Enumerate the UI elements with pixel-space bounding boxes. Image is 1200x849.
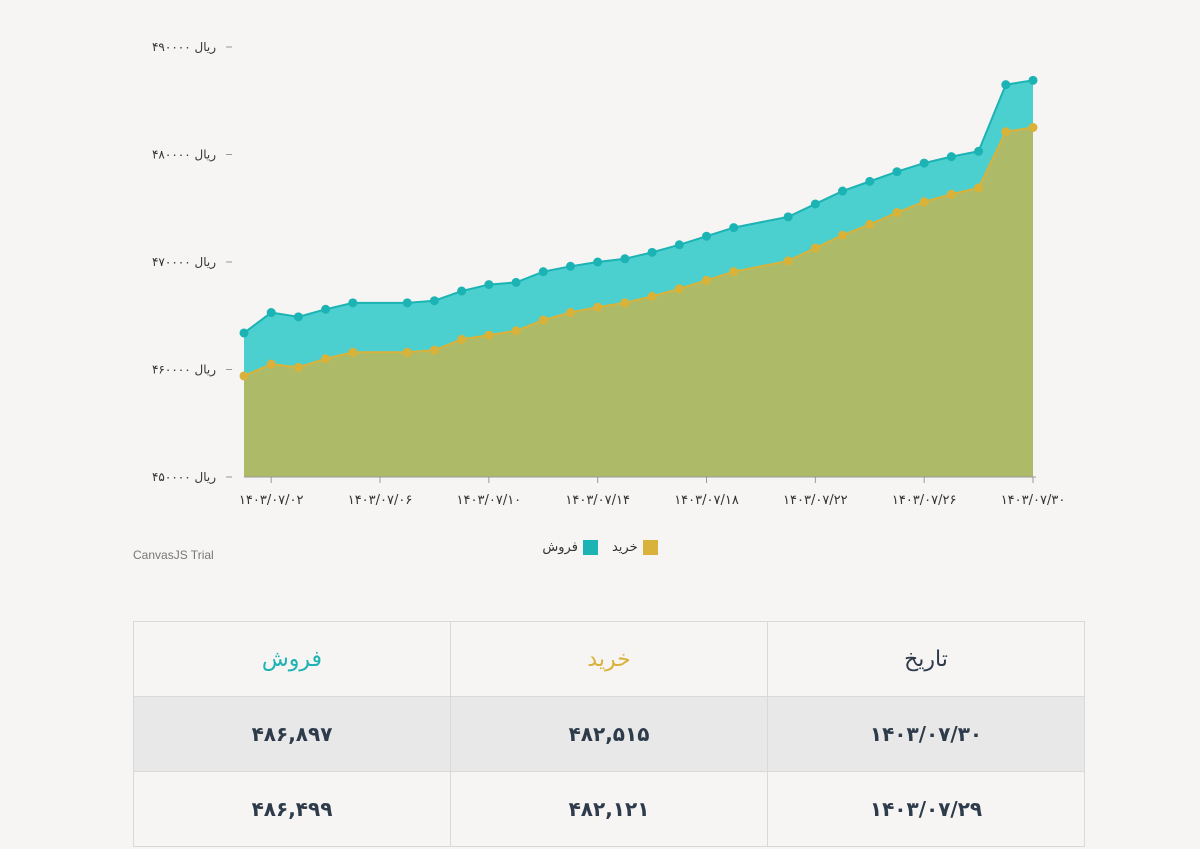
legend-item-buy[interactable]: خرید xyxy=(612,540,658,555)
data-point-buy[interactable] xyxy=(838,230,848,240)
data-point-sell[interactable] xyxy=(974,146,984,156)
data-point-sell[interactable] xyxy=(239,328,249,338)
table-row: ۱۴۰۳/۰۷/۲۹ ۴۸۲,۱۲۱ ۴۸۶,۴۹۹ xyxy=(133,771,1085,847)
data-point-sell[interactable] xyxy=(647,247,657,257)
data-point-buy[interactable] xyxy=(946,189,956,199)
data-point-buy[interactable] xyxy=(620,298,630,308)
data-point-sell[interactable] xyxy=(293,312,303,322)
data-point-buy[interactable] xyxy=(348,347,358,357)
y-tick-label: ۴۸۰۰۰۰ ریال xyxy=(152,148,216,163)
x-tick-label: ۱۴۰۳/۰۷/۲۲ xyxy=(783,493,848,508)
data-point-buy[interactable] xyxy=(865,219,875,229)
legend-label-buy: خرید xyxy=(611,540,638,555)
data-point-buy[interactable] xyxy=(1028,122,1038,132)
data-point-sell[interactable] xyxy=(946,152,956,162)
x-tick-label: ۱۴۰۳/۰۷/۲۶ xyxy=(892,493,957,508)
table-header-row: تاریخ خرید فروش xyxy=(133,621,1085,697)
data-point-sell[interactable] xyxy=(593,257,603,267)
data-point-buy[interactable] xyxy=(674,284,684,294)
data-point-buy[interactable] xyxy=(321,354,331,364)
data-point-buy[interactable] xyxy=(810,243,820,253)
data-point-sell[interactable] xyxy=(429,296,439,306)
cell-date: ۱۴۰۳/۰۷/۲۹ xyxy=(767,771,1085,847)
y-tick-label: ۴۵۰۰۰۰ ریال xyxy=(152,470,216,485)
header-sell: فروش xyxy=(133,621,451,697)
data-point-buy[interactable] xyxy=(783,256,793,266)
data-point-sell[interactable] xyxy=(892,167,902,177)
x-tick-label: ۱۴۰۳/۰۷/۰۶ xyxy=(348,493,413,508)
data-point-sell[interactable] xyxy=(457,286,467,296)
data-point-buy[interactable] xyxy=(429,345,439,355)
data-point-sell[interactable] xyxy=(810,199,820,209)
data-point-buy[interactable] xyxy=(565,308,575,318)
x-tick-label: ۱۴۰۳/۰۷/۳۰ xyxy=(1001,493,1066,508)
data-point-buy[interactable] xyxy=(729,267,739,277)
cell-buy: ۴۸۲,۵۱۵ xyxy=(450,696,768,772)
data-point-buy[interactable] xyxy=(484,330,494,340)
cell-buy: ۴۸۲,۱۲۱ xyxy=(450,771,768,847)
data-point-sell[interactable] xyxy=(702,231,712,241)
area-chart: ۴۹۰۰۰۰ ریال ۴۸۰۰۰۰ ریال ۴۷۰۰۰۰ ریال ۴۶۰۰۰۰ … xyxy=(152,40,1066,508)
table-row: ۱۴۰۳/۰۷/۳۰ ۴۸۲,۵۱۵ ۴۸۶,۸۹۷ xyxy=(133,696,1085,772)
data-point-sell[interactable] xyxy=(511,277,521,287)
legend-item-sell[interactable]: فروش xyxy=(542,540,598,555)
data-point-sell[interactable] xyxy=(919,158,929,168)
x-tick-label: ۱۴۰۳/۰۷/۱۸ xyxy=(674,493,739,508)
cell-sell: ۴۸۶,۸۹۷ xyxy=(133,696,451,772)
data-point-buy[interactable] xyxy=(974,183,984,193)
legend-swatch-sell xyxy=(582,540,598,555)
header-buy: خرید xyxy=(450,621,768,697)
area-buy xyxy=(244,127,1033,478)
data-point-sell[interactable] xyxy=(538,267,548,277)
data-point-sell[interactable] xyxy=(674,240,684,250)
price-table: تاریخ خرید فروش ۱۴۰۳/۰۷/۳۰ ۴۸۲,۵۱۵ ۴۸۶,۸… xyxy=(133,621,1085,847)
data-point-buy[interactable] xyxy=(239,371,249,381)
data-point-buy[interactable] xyxy=(1001,127,1011,137)
data-point-buy[interactable] xyxy=(702,275,712,285)
data-point-sell[interactable] xyxy=(484,280,494,290)
data-point-buy[interactable] xyxy=(647,291,657,301)
legend-label-sell: فروش xyxy=(542,540,578,555)
data-point-sell[interactable] xyxy=(620,254,630,264)
data-point-sell[interactable] xyxy=(402,298,412,308)
cell-sell: ۴۸۶,۴۹۹ xyxy=(133,771,451,847)
data-point-sell[interactable] xyxy=(783,212,793,222)
watermark: CanvasJS Trial xyxy=(133,548,214,562)
y-tick-label: ۴۶۰۰۰۰ ریال xyxy=(152,363,216,378)
legend-swatch-buy xyxy=(642,540,658,555)
data-point-buy[interactable] xyxy=(538,315,548,325)
data-point-sell[interactable] xyxy=(865,176,875,186)
data-point-buy[interactable] xyxy=(266,359,276,369)
series-line-buy xyxy=(243,126,1034,377)
data-point-sell[interactable] xyxy=(1001,80,1011,90)
data-point-buy[interactable] xyxy=(457,334,467,344)
data-point-sell[interactable] xyxy=(729,223,739,233)
data-point-sell[interactable] xyxy=(1028,75,1038,85)
data-point-sell[interactable] xyxy=(348,298,358,308)
cell-date: ۱۴۰۳/۰۷/۳۰ xyxy=(767,696,1085,772)
data-point-buy[interactable] xyxy=(293,362,303,372)
y-tick-label: ۴۹۰۰۰۰ ریال xyxy=(152,40,216,55)
data-point-buy[interactable] xyxy=(919,197,929,207)
x-tick-label: ۱۴۰۳/۰۷/۱۰ xyxy=(457,493,522,508)
data-point-sell[interactable] xyxy=(321,304,331,314)
data-point-sell[interactable] xyxy=(838,186,848,196)
data-point-buy[interactable] xyxy=(402,347,412,357)
data-point-buy[interactable] xyxy=(593,302,603,312)
data-point-sell[interactable] xyxy=(565,261,575,271)
x-tick-label: ۱۴۰۳/۰۷/۰۲ xyxy=(239,493,304,508)
header-date: تاریخ xyxy=(767,621,1085,697)
data-point-sell[interactable] xyxy=(266,308,276,318)
series-line-sell xyxy=(243,79,1034,334)
data-point-buy[interactable] xyxy=(892,208,902,218)
chart-legend: خرید فروش xyxy=(0,540,1200,555)
x-tick-label: ۱۴۰۳/۰۷/۱۴ xyxy=(565,493,630,508)
y-tick-label: ۴۷۰۰۰۰ ریال xyxy=(152,255,216,270)
data-point-buy[interactable] xyxy=(511,326,521,336)
